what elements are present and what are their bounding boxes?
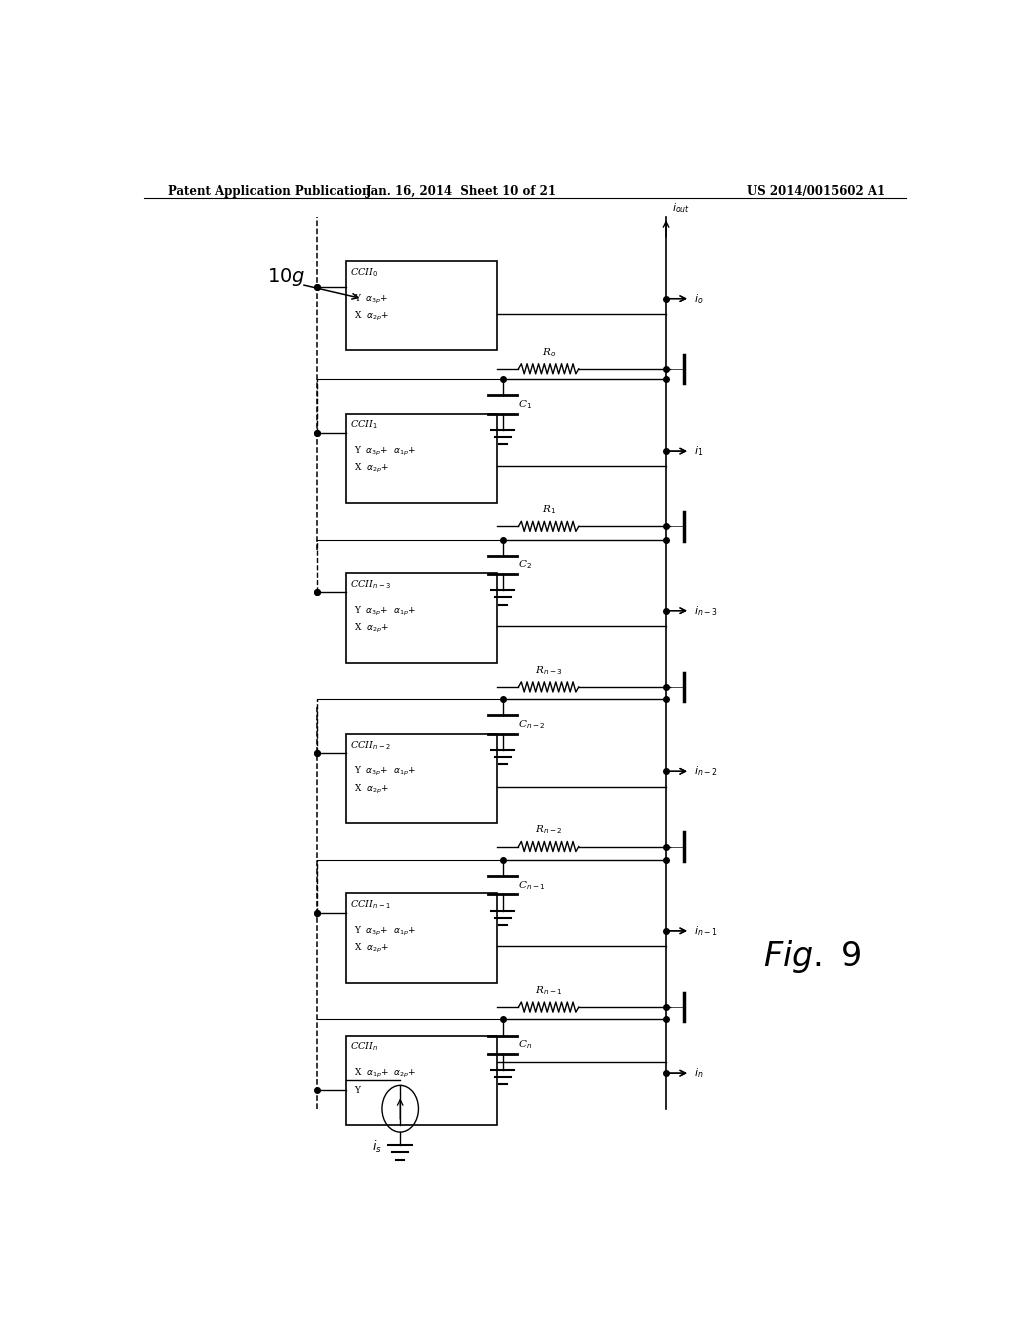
Text: $i_s$: $i_s$ xyxy=(373,1139,382,1155)
Bar xyxy=(346,734,497,824)
Text: X  $\alpha_{2p}$+: X $\alpha_{2p}$+ xyxy=(354,310,389,323)
Text: $i_1$: $i_1$ xyxy=(694,445,703,458)
Text: R$_o$: R$_o$ xyxy=(542,346,556,359)
Text: CCII$_{n-2}$: CCII$_{n-2}$ xyxy=(350,739,391,751)
Text: $i_n$: $i_n$ xyxy=(694,1067,703,1080)
Bar xyxy=(346,413,497,503)
Text: CCII$_{n-3}$: CCII$_{n-3}$ xyxy=(350,578,391,591)
Text: Y  $\alpha_{3p}$+  $\alpha_{1p}$+: Y $\alpha_{3p}$+ $\alpha_{1p}$+ xyxy=(354,605,416,618)
Text: Y: Y xyxy=(354,1086,360,1096)
Text: Y  $\alpha_{3p}$+  $\alpha_{1p}$+: Y $\alpha_{3p}$+ $\alpha_{1p}$+ xyxy=(354,445,416,458)
Text: Y  $\alpha_{3p}$+  $\alpha_{1p}$+: Y $\alpha_{3p}$+ $\alpha_{1p}$+ xyxy=(354,766,416,779)
Text: CCII$_0$: CCII$_0$ xyxy=(350,267,379,279)
Bar xyxy=(346,1036,497,1125)
Text: Patent Application Publication: Patent Application Publication xyxy=(168,185,371,198)
Text: C$_{n-1}$: C$_{n-1}$ xyxy=(518,879,546,891)
Text: X  $\alpha_{2p}$+: X $\alpha_{2p}$+ xyxy=(354,783,389,796)
Text: $i_{n-3}$: $i_{n-3}$ xyxy=(694,603,718,618)
Bar xyxy=(346,573,497,663)
Text: CCII$_1$: CCII$_1$ xyxy=(350,418,379,432)
Text: $i_{n-1}$: $i_{n-1}$ xyxy=(694,924,718,937)
Text: US 2014/0015602 A1: US 2014/0015602 A1 xyxy=(748,185,885,198)
Text: X  $\alpha_{2p}$+: X $\alpha_{2p}$+ xyxy=(354,462,389,475)
Bar xyxy=(346,894,497,982)
Text: R$_{n-1}$: R$_{n-1}$ xyxy=(535,985,562,997)
Bar xyxy=(346,261,497,351)
Text: C$_n$: C$_n$ xyxy=(518,1039,532,1051)
Text: Jan. 16, 2014  Sheet 10 of 21: Jan. 16, 2014 Sheet 10 of 21 xyxy=(366,185,557,198)
Text: CCII$_{n-1}$: CCII$_{n-1}$ xyxy=(350,899,391,911)
Text: C$_2$: C$_2$ xyxy=(518,558,532,572)
Text: R$_1$: R$_1$ xyxy=(542,503,556,516)
Text: Y  $\alpha_{3p}$+: Y $\alpha_{3p}$+ xyxy=(354,293,389,306)
Text: R$_{n-2}$: R$_{n-2}$ xyxy=(535,824,562,837)
Text: C$_{n-2}$: C$_{n-2}$ xyxy=(518,718,546,731)
Text: X  $\alpha_{1p}$+  $\alpha_{2p}$+: X $\alpha_{1p}$+ $\alpha_{2p}$+ xyxy=(354,1067,417,1080)
Text: X  $\alpha_{2p}$+: X $\alpha_{2p}$+ xyxy=(354,942,389,956)
Text: $\mathit{10g}$: $\mathit{10g}$ xyxy=(267,267,305,288)
Text: $\it{Fig.}\ \it{9}$: $\it{Fig.}\ \it{9}$ xyxy=(763,937,861,974)
Text: $i_o$: $i_o$ xyxy=(694,292,703,305)
Text: X  $\alpha_{2p}$+: X $\alpha_{2p}$+ xyxy=(354,622,389,635)
Text: $i_{n-2}$: $i_{n-2}$ xyxy=(694,764,718,779)
Text: CCII$_n$: CCII$_n$ xyxy=(350,1040,379,1053)
Text: Y  $\alpha_{3p}$+  $\alpha_{1p}$+: Y $\alpha_{3p}$+ $\alpha_{1p}$+ xyxy=(354,925,416,939)
Text: C$_1$: C$_1$ xyxy=(518,397,532,411)
Text: $i_{out}$: $i_{out}$ xyxy=(673,202,690,215)
Text: R$_{n-3}$: R$_{n-3}$ xyxy=(535,664,562,677)
